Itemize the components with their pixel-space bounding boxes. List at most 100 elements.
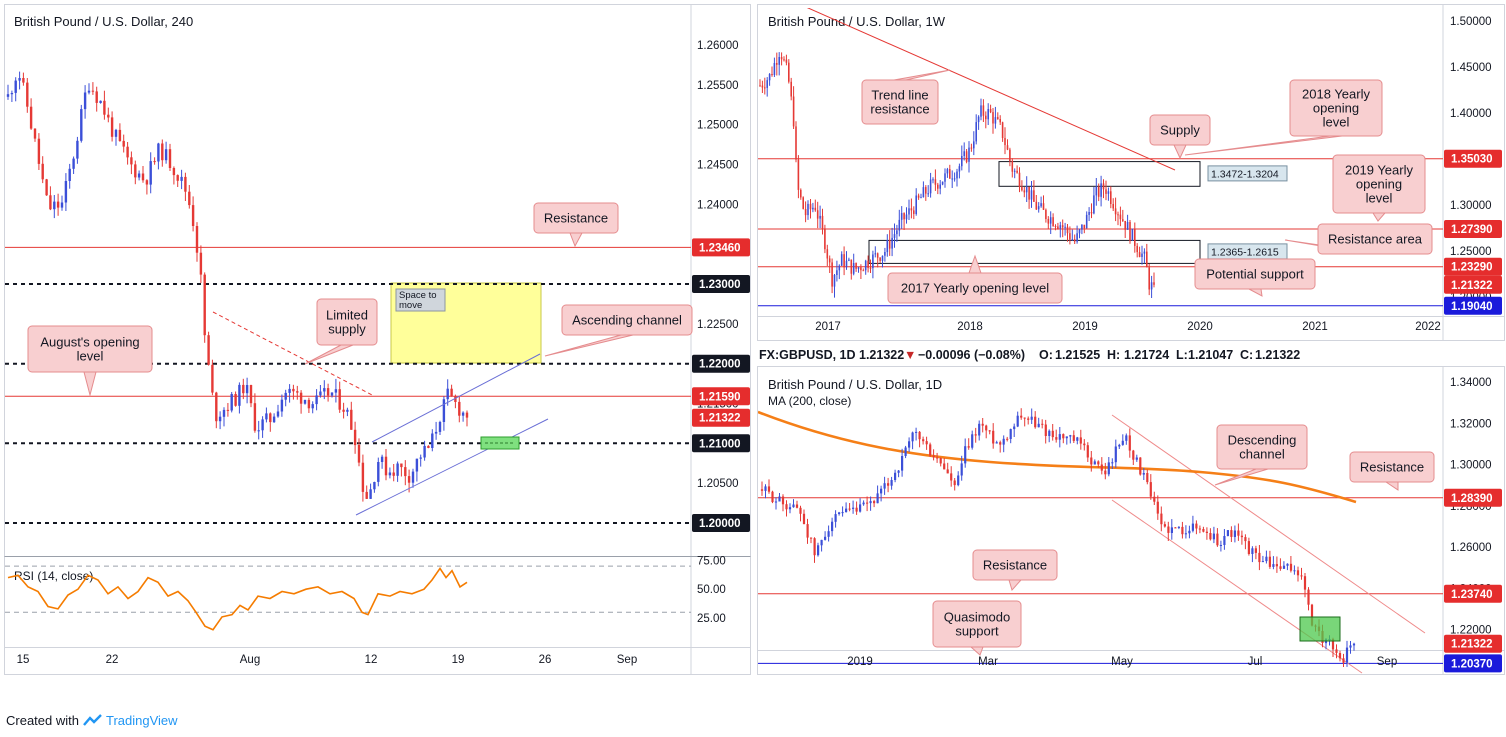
rsi-tick-label: 50.00: [697, 584, 726, 596]
candle: [873, 499, 876, 508]
candle: [994, 106, 997, 129]
candle: [767, 479, 771, 494]
candle: [903, 212, 905, 230]
candle: [130, 151, 133, 175]
candle: [1296, 566, 1300, 582]
candle: [783, 56, 785, 62]
candle: [790, 77, 792, 101]
candle: [785, 54, 788, 66]
x-tick-label: Jul: [1248, 656, 1263, 668]
svg-text:1.19040: 1.19040: [1451, 301, 1493, 313]
candle: [922, 436, 925, 445]
candle: [904, 445, 907, 459]
candle: [1279, 558, 1282, 571]
candle: [80, 104, 83, 143]
candle: [792, 499, 795, 508]
price-tag: 1.20370: [1444, 654, 1502, 673]
candle: [833, 274, 836, 298]
candle: [780, 52, 783, 66]
candle: [1240, 530, 1243, 545]
footer-created-with: Created with: [6, 713, 79, 728]
candle: [1216, 528, 1219, 547]
candle: [953, 478, 956, 491]
candle: [242, 378, 245, 400]
candle: [888, 230, 891, 256]
ma-label: MA (200, close): [768, 394, 851, 408]
candle: [245, 377, 249, 404]
candle: [795, 500, 799, 509]
candle: [1061, 219, 1064, 238]
candle: [1048, 429, 1051, 443]
candle: [807, 200, 809, 220]
y-tick-label: 1.34000: [1450, 377, 1492, 389]
y-tick-label: 1.24000: [697, 199, 739, 211]
x-tick-label: Sep: [617, 654, 637, 666]
candle: [781, 494, 785, 512]
candle: [1219, 540, 1222, 552]
candle: [1254, 545, 1257, 560]
candle: [1021, 180, 1023, 192]
candle: [1013, 168, 1016, 179]
candle: [900, 206, 903, 229]
candle: [1066, 224, 1069, 242]
candle: [1107, 187, 1110, 201]
candle: [997, 112, 999, 120]
annotation-callout: Resistance: [533, 202, 619, 248]
candle: [927, 185, 929, 197]
candle: [307, 397, 311, 413]
candle: [1078, 228, 1081, 239]
candle: [845, 251, 848, 270]
candle: [848, 257, 850, 262]
candle: [411, 468, 415, 488]
candle: [1141, 245, 1143, 265]
candle: [860, 264, 862, 279]
candle: [977, 115, 980, 130]
candle: [1100, 175, 1102, 207]
candle: [91, 82, 95, 95]
svg-text:Resistance: Resistance: [983, 558, 1047, 573]
svg-text:Space to: Space to: [399, 290, 437, 301]
candle: [1044, 419, 1047, 444]
candle: [886, 234, 889, 257]
header-close: 1.21322: [1255, 348, 1300, 362]
svg-text:1.28390: 1.28390: [1451, 493, 1493, 505]
candle: [442, 396, 446, 431]
candle: [891, 227, 893, 257]
candle: [18, 71, 21, 90]
candle: [1349, 641, 1352, 654]
candle: [369, 483, 372, 499]
x-tick-label: 2019: [1072, 321, 1098, 333]
candle: [951, 170, 953, 188]
candle: [788, 59, 790, 84]
candle: [760, 481, 764, 496]
svg-text:1.21590: 1.21590: [699, 391, 741, 403]
zone-label: 1.3472-1.3204: [1207, 165, 1288, 182]
price-tag: 1.21000: [692, 434, 750, 453]
candle: [218, 411, 222, 430]
candle: [1275, 556, 1278, 573]
svg-text:1.21322: 1.21322: [1451, 639, 1493, 651]
candle: [261, 416, 264, 438]
svg-text:channel: channel: [1239, 447, 1285, 462]
candle: [404, 460, 407, 486]
candle: [1135, 454, 1138, 462]
candle: [845, 502, 848, 513]
candle: [1062, 433, 1065, 444]
candle: [76, 136, 79, 164]
candle: [276, 404, 280, 418]
candle: [883, 476, 886, 495]
candle: [1006, 139, 1009, 151]
candle: [1016, 411, 1019, 428]
header-last: 1.21322: [859, 348, 904, 362]
candle: [939, 180, 941, 195]
candle: [881, 255, 884, 268]
candle: [222, 407, 226, 427]
candle: [423, 440, 426, 461]
candle: [56, 193, 60, 216]
candle: [373, 481, 376, 493]
